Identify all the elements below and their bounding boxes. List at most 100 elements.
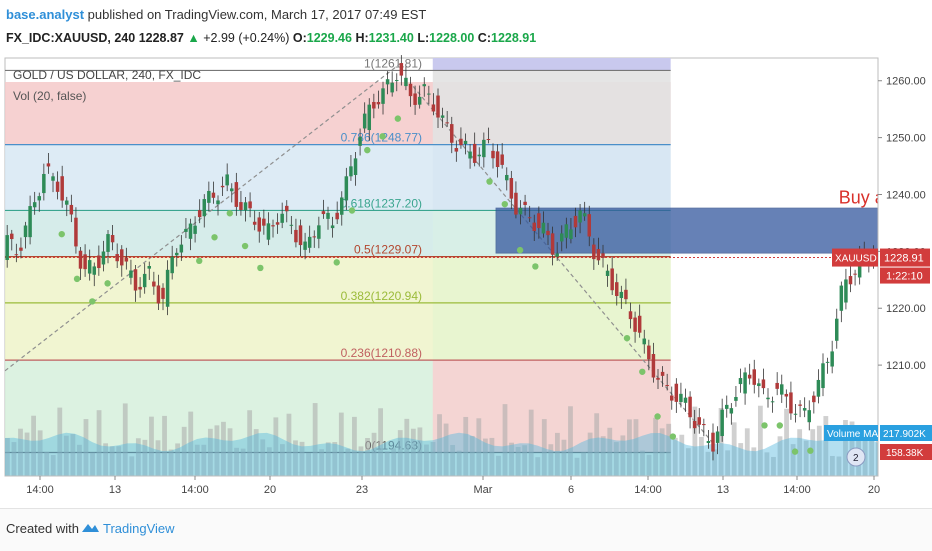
- close-value: 1228.91: [491, 31, 537, 45]
- candle-body: [743, 372, 747, 394]
- volume-bar: [384, 451, 390, 476]
- candle-body: [775, 382, 779, 389]
- signal-dot: [532, 263, 539, 270]
- candle-body: [853, 273, 857, 275]
- candle-body: [752, 369, 756, 385]
- candle-body: [825, 361, 830, 363]
- candle-body: [729, 408, 734, 414]
- candle-body: [10, 233, 14, 240]
- candle-body: [37, 196, 42, 201]
- y-tick-label: 1210.00: [886, 360, 926, 372]
- signal-dot: [196, 257, 203, 265]
- volume-bar: [371, 432, 377, 476]
- volume-bar: [24, 432, 30, 476]
- close-label: C:: [477, 31, 491, 45]
- candle-body: [518, 207, 523, 215]
- candle-body: [807, 410, 811, 423]
- up-arrow-icon: ▲: [187, 31, 200, 45]
- chart-title: GOLD / US DOLLAR, 240, FX_IDC: [13, 68, 201, 82]
- volume-bar: [332, 442, 338, 476]
- volume-bar: [306, 452, 311, 476]
- candle-body: [252, 221, 257, 225]
- signal-dot: [58, 230, 65, 238]
- tradingview-logo-icon[interactable]: [80, 520, 100, 536]
- volume-bar: [83, 419, 89, 476]
- volume-bar: [214, 425, 220, 476]
- volume-bar: [751, 447, 757, 476]
- volume-bar: [345, 448, 351, 476]
- candle-body: [97, 255, 101, 269]
- volume-bar: [666, 423, 672, 476]
- candle-body: [110, 235, 115, 243]
- last-price-badge: [880, 248, 930, 267]
- volume-bar: [122, 403, 128, 476]
- candle-body: [165, 269, 170, 307]
- volume-bar: [456, 450, 462, 476]
- candle-body: [770, 401, 775, 403]
- candle-body: [216, 200, 220, 205]
- volume-bar: [37, 430, 43, 476]
- candle-body: [115, 254, 119, 262]
- signal-dot: [257, 264, 264, 272]
- volume-bar: [181, 426, 187, 476]
- volume-bar: [613, 442, 619, 476]
- volume-bar: [116, 446, 122, 476]
- candle-body: [28, 206, 32, 238]
- candle-body: [835, 318, 839, 341]
- candle-body: [582, 213, 587, 217]
- candle-body: [573, 215, 578, 228]
- candle-body: [353, 158, 358, 175]
- candle-body: [615, 282, 619, 297]
- candle-body: [376, 102, 381, 105]
- candle-body: [399, 63, 404, 76]
- signal-dot: [73, 275, 81, 283]
- x-tick-label: 13: [109, 484, 121, 496]
- ohlc-legend: FX_IDC:XAUUSD, 240 1228.87 ▲ +2.99 (+0.2…: [6, 31, 536, 45]
- candle-body: [285, 205, 289, 212]
- volume-bar: [738, 443, 744, 476]
- candle-body: [463, 140, 468, 145]
- candle-body: [766, 397, 770, 400]
- candle-body: [179, 244, 184, 253]
- candle-body: [32, 202, 37, 208]
- created-with-text: Created with: [6, 521, 79, 536]
- candle-body: [266, 223, 271, 240]
- price-chart[interactable]: 1(1261.81)0.786(1248.77)0.618(1237.20)0.…: [0, 52, 932, 508]
- fib-zone-right: [432, 256, 671, 303]
- candle-body: [417, 96, 422, 105]
- candle-body: [633, 317, 637, 332]
- candle-body: [491, 150, 495, 159]
- candle-body: [683, 397, 688, 403]
- candle-body: [757, 383, 761, 387]
- fib-level-label: 1(1261.81): [364, 56, 422, 70]
- signal-dot: [486, 178, 493, 185]
- volume-bar: [5, 438, 10, 476]
- volume-bar: [325, 442, 331, 476]
- volume-bar: [528, 409, 534, 476]
- candle-body: [298, 225, 303, 246]
- low-label: L:: [417, 31, 430, 45]
- candle-body: [610, 268, 614, 291]
- x-tick-label: 6: [568, 484, 574, 496]
- candle-body: [124, 257, 129, 262]
- price-change: +2.99 (+0.24%): [203, 31, 290, 45]
- candle-body: [408, 83, 413, 97]
- volume-bar: [699, 436, 704, 476]
- volume-bar: [672, 437, 678, 476]
- candle-body: [839, 285, 844, 311]
- signal-dot: [89, 298, 96, 305]
- signal-dot: [776, 422, 783, 429]
- candle-body: [152, 281, 156, 287]
- candle-body: [413, 93, 417, 105]
- candle-body: [197, 210, 202, 218]
- author-link[interactable]: base.analyst: [6, 7, 85, 22]
- price-scale: [878, 58, 932, 476]
- symbol-label: FX_IDC:XAUUSD, 240: [6, 31, 136, 45]
- candle-body: [857, 256, 862, 278]
- volume-bar: [705, 451, 711, 476]
- volume-ma-badge: [824, 425, 878, 441]
- candle-body: [317, 225, 321, 239]
- tradingview-link[interactable]: TradingView: [103, 521, 175, 536]
- volume-bar: [744, 428, 750, 476]
- volume-bar: [600, 436, 606, 476]
